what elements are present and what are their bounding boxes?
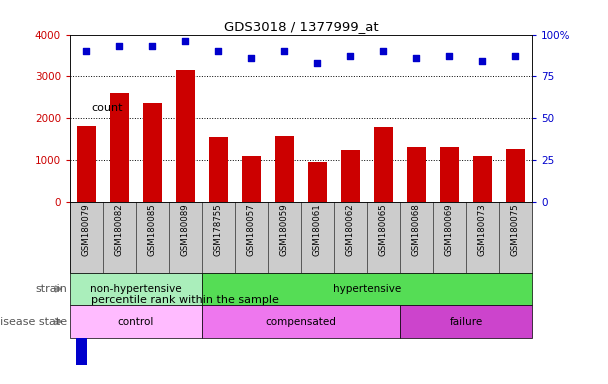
Bar [70, 273, 202, 305]
Point [412, 55, 421, 61]
Text: non-hypertensive: non-hypertensive [90, 284, 182, 294]
Text: GSM180062: GSM180062 [346, 204, 355, 257]
Text: strain: strain [35, 284, 67, 294]
Bar [340, 150, 361, 202]
Point [114, 43, 124, 49]
Point [81, 48, 91, 55]
Text: GSM180082: GSM180082 [115, 204, 124, 257]
Bar [506, 149, 525, 202]
Bar [407, 147, 426, 202]
Text: GSM180075: GSM180075 [511, 204, 520, 257]
Point [280, 48, 289, 55]
Bar [77, 126, 96, 202]
Bar [472, 156, 492, 202]
Point [213, 48, 223, 55]
Bar [176, 70, 195, 202]
Bar [209, 137, 229, 202]
Text: GSM180089: GSM180089 [181, 204, 190, 257]
Point [181, 38, 190, 44]
Point [148, 43, 157, 49]
Bar [70, 305, 202, 338]
Text: GSM180073: GSM180073 [478, 204, 487, 257]
Text: GSM178755: GSM178755 [214, 204, 223, 257]
Point [444, 53, 454, 60]
Point [247, 55, 257, 61]
Text: GSM180068: GSM180068 [412, 204, 421, 257]
Bar [109, 93, 130, 202]
Bar [142, 103, 162, 202]
Text: GSM180065: GSM180065 [379, 204, 388, 257]
Text: GSM180059: GSM180059 [280, 204, 289, 257]
Bar [202, 273, 532, 305]
Point [313, 60, 322, 66]
Text: GSM180079: GSM180079 [82, 204, 91, 257]
Bar [76, 38, 87, 173]
Text: compensated: compensated [266, 316, 336, 327]
Point [511, 53, 520, 60]
Text: count: count [91, 103, 123, 113]
Bar [241, 156, 261, 202]
Bar [76, 230, 87, 365]
Bar [202, 305, 400, 338]
Text: disease state: disease state [0, 316, 67, 327]
Text: control: control [118, 316, 154, 327]
Text: GSM180085: GSM180085 [148, 204, 157, 257]
Text: GSM180057: GSM180057 [247, 204, 256, 257]
Bar [400, 305, 532, 338]
Text: GSM180069: GSM180069 [445, 204, 454, 257]
Text: hypertensive: hypertensive [333, 284, 401, 294]
Point [379, 48, 389, 55]
Text: GSM180061: GSM180061 [313, 204, 322, 257]
Bar [308, 162, 327, 202]
Text: failure: failure [449, 316, 483, 327]
Title: GDS3018 / 1377999_at: GDS3018 / 1377999_at [224, 20, 378, 33]
Text: percentile rank within the sample: percentile rank within the sample [91, 295, 279, 305]
Bar [440, 147, 460, 202]
Point [478, 58, 488, 65]
Bar [275, 136, 294, 202]
Point [345, 53, 355, 60]
Bar [373, 127, 393, 202]
